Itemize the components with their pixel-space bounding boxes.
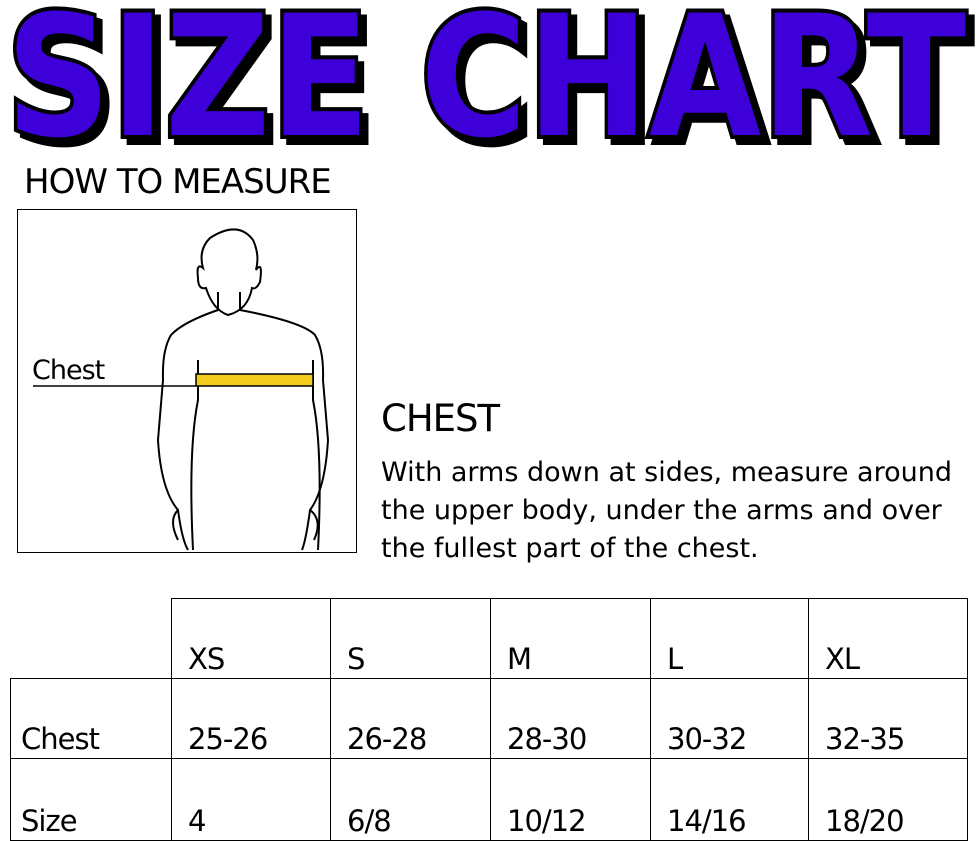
measurement-figure (17, 209, 357, 553)
body-outline-illustration (33, 228, 330, 551)
measuring-tape (195, 373, 314, 387)
row-label-cell-text: Chest (21, 722, 100, 756)
value-cell-text: 26-28 (347, 722, 427, 756)
value-cell: 25-26 (171, 678, 331, 759)
header-cell-text: L (667, 642, 683, 676)
row-label-cell: Size (10, 758, 172, 841)
header-cell: S (330, 598, 491, 679)
header-cell-text: XS (188, 642, 225, 676)
value-cell: 18/20 (808, 758, 968, 841)
row-label-cell-text: Size (21, 804, 78, 838)
value-cell: 10/12 (490, 758, 651, 841)
value-cell-text: 6/8 (347, 804, 392, 838)
value-cell: 32-35 (808, 678, 968, 759)
header-cell: L (650, 598, 809, 679)
value-cell-text: 14/16 (667, 804, 747, 838)
value-cell: 4 (171, 758, 331, 841)
header-cell: XL (808, 598, 968, 679)
value-cell: 30-32 (650, 678, 809, 759)
title-text: SIZE CHART (6, 0, 966, 150)
header-cell-text: XL (825, 642, 860, 676)
header-cell-text: S (347, 642, 365, 676)
value-cell-text: 30-32 (667, 722, 747, 756)
value-cell: 28-30 (490, 678, 651, 759)
chest-heading: CHEST (381, 397, 500, 440)
size-chart-title: SIZE CHART (2, 0, 970, 150)
header-cell: XS (171, 598, 331, 679)
value-cell: 14/16 (650, 758, 809, 841)
value-cell-text: 10/12 (507, 804, 587, 838)
value-cell-text: 4 (188, 804, 206, 838)
value-cell: 6/8 (330, 758, 491, 841)
header-cell-text: M (507, 642, 532, 676)
value-cell-text: 25-26 (188, 722, 268, 756)
chest-label: Chest (32, 355, 105, 386)
row-label-cell: Chest (10, 678, 172, 759)
header-cell: M (490, 598, 651, 679)
chest-description: With arms down at sides, measure around … (381, 457, 952, 564)
value-cell-text: 32-35 (825, 722, 905, 756)
value-cell: 26-28 (330, 678, 491, 759)
value-cell-text: 28-30 (507, 722, 587, 756)
value-cell-text: 18/20 (825, 804, 905, 838)
how-to-measure-heading: HOW TO MEASURE (24, 162, 332, 202)
